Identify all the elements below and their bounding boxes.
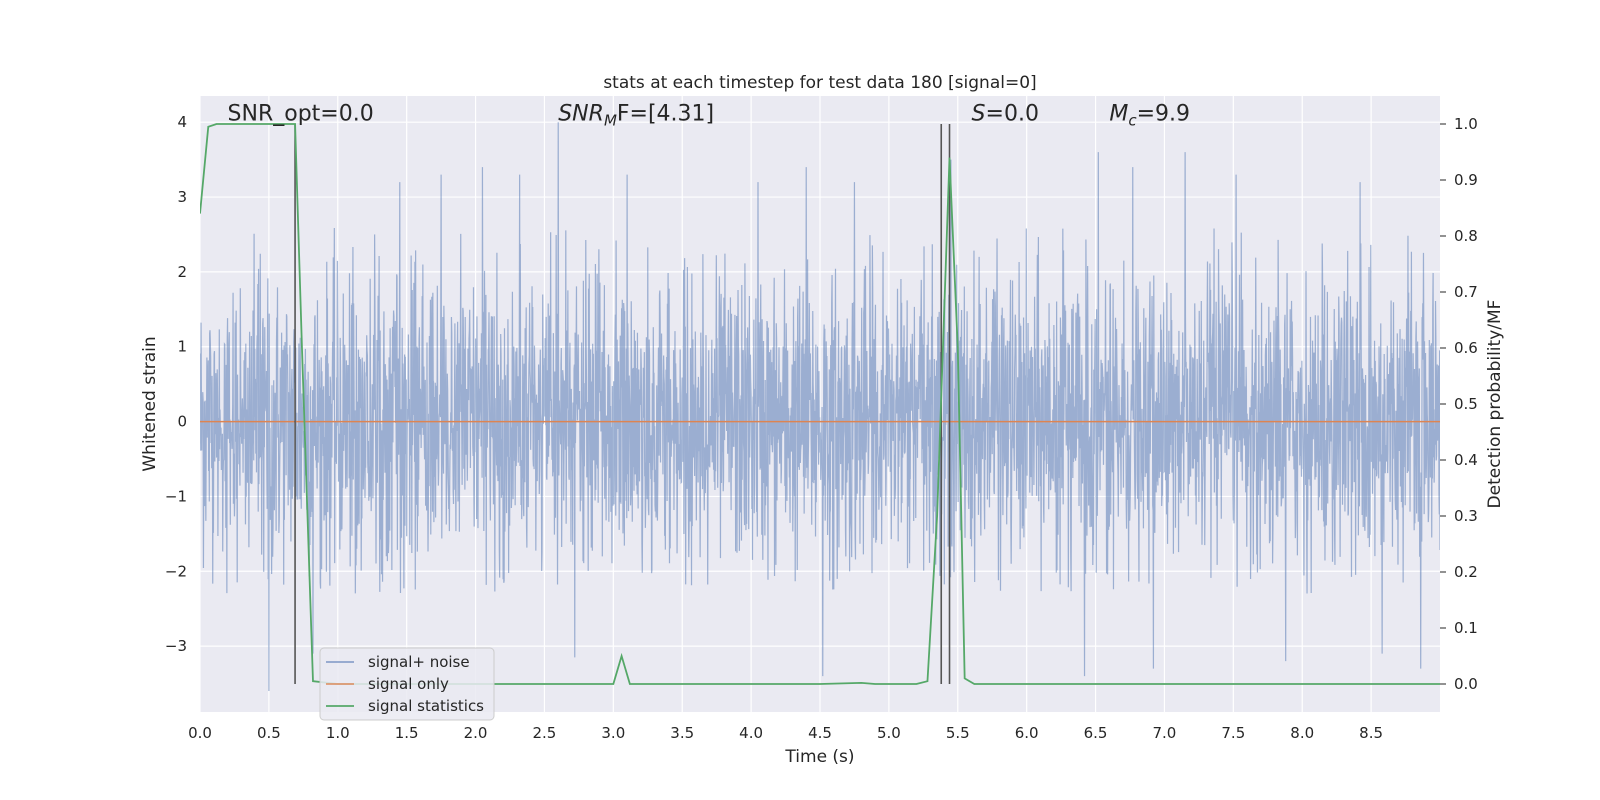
y-axis-right-ticks: 0.0 0.1 0.2 0.3 0.4 0.5 0.6 0.7 0.8 0.9 1.0: [1440, 115, 1478, 693]
x-tick-label: 2.5: [533, 724, 557, 742]
legend-box: [319, 647, 495, 721]
annotation-2: S=0.0: [972, 102, 1039, 127]
annotation-0: SNR_opt=0.0: [228, 102, 374, 127]
y-axis-right-label: Detection probability/MF: [1485, 300, 1505, 509]
x-tick-label: 4.5: [808, 724, 832, 742]
x-tick-label: 6.5: [1084, 724, 1108, 742]
x-tick-label: 8.0: [1290, 724, 1314, 742]
y-left-tick-label: −2: [165, 562, 187, 580]
y-left-tick-label: 3: [177, 188, 187, 206]
x-axis-label: Time (s): [784, 747, 854, 767]
x-tick-label: 2.0: [464, 724, 488, 742]
plot-series-group: [200, 122, 1440, 692]
x-tick-label: 0.0: [188, 724, 212, 742]
y-right-tick-label: 0.4: [1454, 451, 1478, 469]
annotation-1: SNRMF=[4.31]: [558, 102, 714, 130]
legend-entry-1: signal only: [368, 675, 449, 693]
legend-entry-2: signal statistics: [368, 697, 484, 715]
y-right-tick-label: 0.9: [1454, 171, 1478, 189]
y-left-tick-label: 0: [177, 413, 187, 431]
x-tick-label: 1.0: [326, 724, 350, 742]
y-right-tick-label: 0.7: [1454, 283, 1478, 301]
x-tick-label: 7.0: [1153, 724, 1177, 742]
series-signal-noise: [200, 122, 1440, 692]
x-tick-label: 5.0: [877, 724, 901, 742]
x-axis-ticks: 0.0 0.5 1.0 1.5 2.0 2.5 3.0 3.5 4.0 4.5 5.0 5.5 6.0 6…: [188, 724, 1383, 742]
annotations: SNR_opt=0.0 SNRMF=[4.31] S=0.0 Mc=9.9: [228, 102, 1190, 130]
x-tick-label: 3.0: [601, 724, 625, 742]
y-left-tick-label: 2: [177, 263, 187, 281]
series-signal-statistics: [200, 123, 1440, 685]
y-right-tick-label: 0.0: [1454, 675, 1478, 693]
y-right-tick-label: 0.1: [1454, 619, 1478, 637]
y-left-tick-label: −1: [165, 487, 187, 505]
x-tick-label: 0.5: [257, 724, 281, 742]
y-left-tick-label: −3: [165, 637, 187, 655]
y-right-tick-label: 0.6: [1454, 339, 1478, 357]
y-axis-left-label: Whitened strain: [140, 336, 160, 471]
y-left-tick-label: 1: [177, 338, 187, 356]
legend: signal+ noise signal only signal statistic…: [319, 647, 495, 721]
x-tick-label: 5.5: [946, 724, 970, 742]
x-tick-label: 8.5: [1359, 724, 1383, 742]
x-tick-label: 3.5: [670, 724, 694, 742]
legend-entry-0: signal+ noise: [368, 653, 470, 671]
y-right-tick-label: 0.5: [1454, 395, 1478, 413]
chart-title: stats at each timestep for test data 180…: [603, 73, 1036, 93]
y-axis-left-ticks: −3 −2 −1 0 1 2 3 4: [165, 113, 187, 655]
y-right-tick-label: 1.0: [1454, 115, 1478, 133]
x-tick-label: 7.5: [1221, 724, 1245, 742]
y-right-tick-label: 0.3: [1454, 507, 1478, 525]
y-right-tick-label: 0.8: [1454, 227, 1478, 245]
y-right-tick-label: 0.2: [1454, 563, 1478, 581]
x-tick-label: 4.0: [739, 724, 763, 742]
x-tick-label: 1.5: [395, 724, 419, 742]
annotation-3: Mc=9.9: [1109, 102, 1190, 130]
y-left-tick-label: 4: [177, 113, 187, 131]
x-tick-label: 6.0: [1015, 724, 1039, 742]
